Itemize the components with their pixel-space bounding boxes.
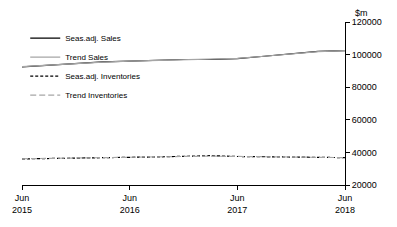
svg-text:Jun2015: Jun2015 xyxy=(12,193,32,215)
svg-text:Seas.adj. Sales: Seas.adj. Sales xyxy=(65,34,121,43)
svg-text:Jun2018: Jun2018 xyxy=(335,193,355,215)
svg-text:60000: 60000 xyxy=(352,115,377,125)
svg-text:120000: 120000 xyxy=(352,17,382,27)
svg-text:Trend Sales: Trend Sales xyxy=(65,53,108,62)
svg-text:100000: 100000 xyxy=(352,50,382,60)
svg-text:Jun2017: Jun2017 xyxy=(227,193,247,215)
svg-text:$m: $m xyxy=(355,8,368,18)
svg-text:Jun2016: Jun2016 xyxy=(120,193,140,215)
svg-text:40000: 40000 xyxy=(352,148,377,158)
svg-text:80000: 80000 xyxy=(352,82,377,92)
svg-text:Trend Inventories: Trend Inventories xyxy=(65,91,127,100)
svg-text:Seas.adj. Inventories: Seas.adj. Inventories xyxy=(65,72,140,81)
svg-text:20000: 20000 xyxy=(352,180,377,190)
